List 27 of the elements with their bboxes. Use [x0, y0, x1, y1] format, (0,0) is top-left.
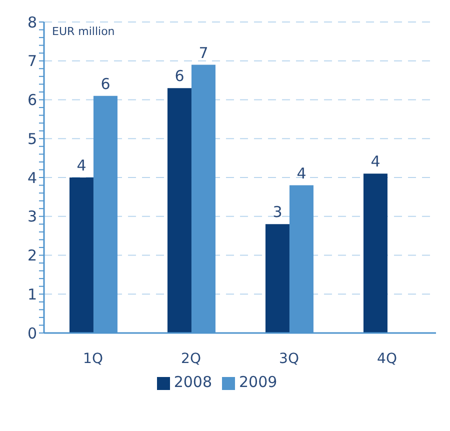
y-axis-title: EUR million: [52, 25, 115, 38]
x-tick-label: 4Q: [377, 350, 397, 367]
y-tick-label: 3: [27, 208, 37, 226]
y-tick-label: 0: [27, 324, 37, 342]
data-label: 6: [100, 74, 110, 93]
data-label: 4: [370, 152, 380, 171]
bar: [167, 88, 192, 333]
x-tick-label: 2Q: [181, 350, 201, 367]
data-label: 4: [76, 156, 86, 174]
legend-label: 2009: [239, 373, 278, 391]
y-tick-label: 5: [27, 130, 37, 148]
y-tick-label: 4: [27, 168, 37, 187]
bar: [265, 224, 290, 333]
data-label: 7: [198, 44, 208, 62]
y-tick-label: 2: [27, 246, 37, 265]
bar: [69, 178, 94, 333]
data-label: 6: [174, 67, 184, 86]
data-label: 4: [296, 164, 306, 182]
x-tick-label: 3Q: [279, 350, 299, 367]
legend-label: 2008: [174, 373, 212, 391]
y-tick-label: 7: [27, 52, 37, 70]
bar: [363, 174, 388, 333]
x-tick-label: 1Q: [83, 350, 103, 367]
y-tick-label: 1: [27, 285, 37, 304]
y-tick-label: 6: [27, 91, 37, 110]
y-tick-label: 8: [27, 13, 37, 32]
data-label: 3: [272, 203, 282, 222]
